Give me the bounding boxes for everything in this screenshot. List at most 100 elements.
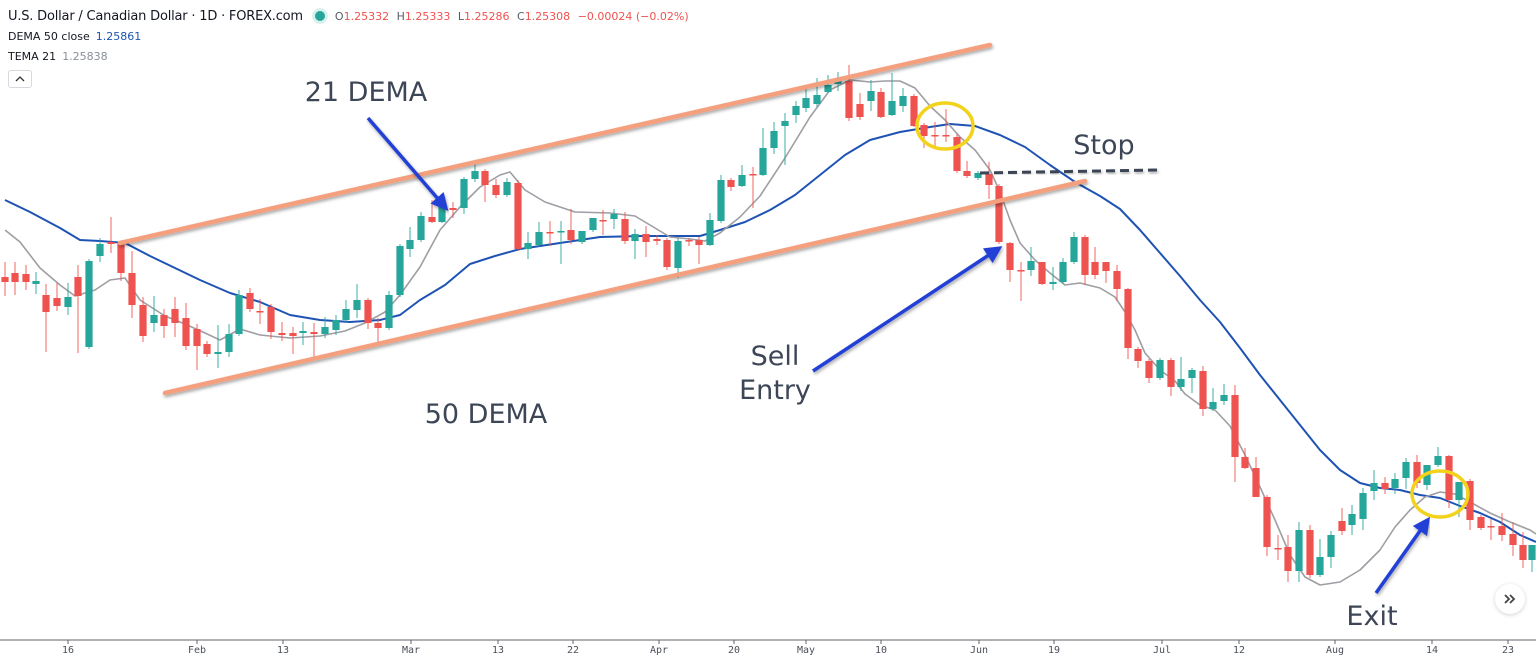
candle bbox=[267, 304, 275, 339]
candle bbox=[481, 169, 489, 202]
indicator-name: DEMA 50 close bbox=[8, 29, 90, 43]
indicator-dema50[interactable]: DEMA 50 close 1.25861 bbox=[8, 26, 689, 46]
collapse-legend-button[interactable] bbox=[8, 70, 32, 88]
candle bbox=[1124, 288, 1132, 359]
candle bbox=[706, 213, 714, 246]
drawing-overlays bbox=[117, 42, 1470, 595]
candle bbox=[1, 262, 9, 296]
close-label: C bbox=[517, 9, 525, 23]
indicator-name: TEMA 21 bbox=[8, 49, 57, 63]
dema50-line bbox=[4, 123, 1536, 543]
indicator-value: 1.25838 bbox=[62, 49, 108, 63]
candle bbox=[42, 284, 50, 352]
candle bbox=[1338, 508, 1346, 535]
candle bbox=[546, 221, 554, 246]
candle bbox=[503, 178, 511, 197]
candle bbox=[1509, 522, 1517, 556]
candle bbox=[717, 175, 725, 223]
indicator-tema21[interactable]: TEMA 21 1.25838 bbox=[8, 46, 689, 66]
candle bbox=[621, 212, 629, 244]
axis-tick-label: 13 bbox=[276, 645, 290, 656]
candle bbox=[642, 226, 650, 257]
candle bbox=[1017, 262, 1025, 301]
candle bbox=[1188, 368, 1196, 393]
candle bbox=[203, 341, 211, 357]
axis-tick-label: 20 bbox=[727, 645, 741, 656]
candle bbox=[22, 265, 30, 290]
candle bbox=[1306, 525, 1314, 578]
candle bbox=[674, 238, 682, 278]
time-axis[interactable] bbox=[0, 639, 1536, 644]
candle bbox=[1177, 357, 1185, 391]
candle bbox=[32, 272, 40, 294]
axis-tick-label: Apr bbox=[649, 645, 669, 656]
candle bbox=[1027, 247, 1035, 276]
candle bbox=[321, 317, 329, 338]
candle bbox=[1263, 495, 1271, 556]
double-chevron-right-icon bbox=[1504, 594, 1516, 604]
candle bbox=[278, 322, 286, 341]
candle bbox=[1006, 242, 1014, 282]
candle bbox=[953, 134, 961, 173]
open-label: O bbox=[334, 9, 344, 23]
axis-tick-label: 23 bbox=[1501, 645, 1515, 656]
axis-tick-label: 19 bbox=[1047, 645, 1061, 656]
candle bbox=[107, 217, 115, 253]
candle bbox=[589, 218, 597, 232]
candle bbox=[235, 290, 243, 336]
candle bbox=[225, 324, 233, 357]
annotation-arrow[interactable] bbox=[812, 246, 1003, 373]
candle bbox=[139, 297, 147, 342]
candle bbox=[963, 161, 971, 178]
candle bbox=[695, 237, 703, 264]
low-label: L bbox=[457, 9, 464, 23]
annotation-arrow[interactable] bbox=[1374, 516, 1431, 595]
annotation-stop: Stop bbox=[1073, 130, 1135, 161]
tema21-line bbox=[4, 79, 1536, 586]
candle bbox=[1231, 385, 1239, 482]
symbol-title[interactable]: U.S. Dollar / Canadian Dollar · 1D · FOR… bbox=[8, 8, 303, 24]
candle bbox=[353, 284, 361, 318]
candle bbox=[85, 259, 93, 349]
candle bbox=[1487, 519, 1495, 540]
annotation-arrow[interactable] bbox=[366, 116, 449, 211]
candle bbox=[417, 212, 425, 242]
candle bbox=[856, 93, 864, 120]
axis-tick-label: Jun bbox=[969, 645, 989, 656]
candle bbox=[578, 231, 586, 244]
candle bbox=[535, 222, 543, 247]
candle bbox=[460, 177, 468, 214]
candle bbox=[599, 210, 607, 235]
candle bbox=[171, 297, 179, 337]
highlight-circle[interactable] bbox=[915, 101, 975, 151]
candle bbox=[1528, 545, 1536, 572]
candle bbox=[438, 205, 446, 223]
candle bbox=[289, 327, 297, 354]
candle bbox=[214, 325, 222, 368]
candles bbox=[1, 65, 1536, 582]
candle bbox=[653, 235, 661, 245]
axis-tick-label: Aug bbox=[1325, 645, 1345, 656]
stop-loss-line[interactable] bbox=[979, 168, 1159, 175]
candle bbox=[53, 283, 61, 311]
candle bbox=[1381, 477, 1389, 494]
axis-tick-label: 14 bbox=[1425, 645, 1439, 656]
axis-tick-label: Jul bbox=[1152, 645, 1172, 656]
candle bbox=[524, 232, 532, 259]
candle bbox=[193, 324, 201, 370]
candle bbox=[246, 288, 254, 312]
scroll-to-realtime-button[interactable] bbox=[1495, 584, 1525, 614]
channel-lower-line[interactable] bbox=[162, 178, 1088, 396]
candle bbox=[985, 162, 993, 199]
chevron-up-icon bbox=[15, 76, 25, 82]
candle bbox=[150, 296, 158, 332]
channel-upper-line[interactable] bbox=[117, 42, 993, 246]
candle bbox=[1370, 470, 1378, 500]
candle bbox=[867, 80, 875, 111]
axis-tick-label: 12 bbox=[1232, 645, 1246, 656]
candle bbox=[74, 265, 82, 353]
highlight-circle[interactable] bbox=[1410, 469, 1470, 519]
candle bbox=[1445, 455, 1453, 508]
candle bbox=[471, 163, 479, 182]
